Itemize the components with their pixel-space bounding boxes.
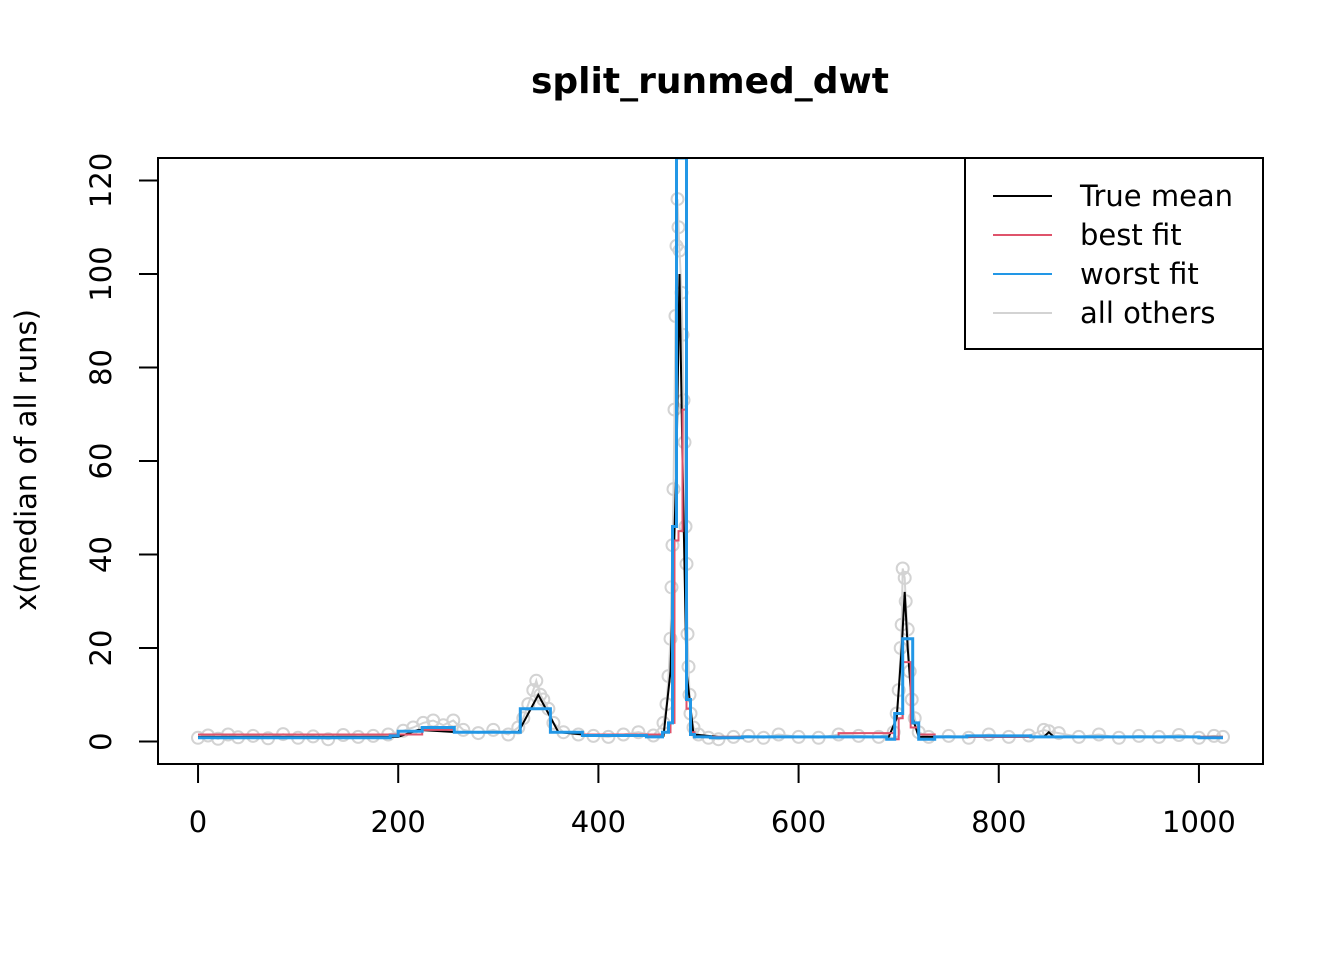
series-all-others-point-48 (667, 402, 682, 417)
chart-title: split_runmed_dwt (531, 61, 889, 102)
y-axis-label: x(median of all runs) (9, 309, 43, 611)
legend-label-best-fit: best fit (1080, 218, 1182, 252)
series-all-others-point-24 (501, 727, 516, 742)
y-tick-label-120: 120 (84, 153, 118, 208)
x-axis: 0 200 400 600 800 1000 (189, 763, 1236, 839)
series-all-others-point-47 (666, 482, 681, 497)
x-tick-label-200: 200 (371, 805, 426, 839)
series-all-others-point-71 (771, 727, 786, 742)
series-worst-fit (198, 158, 1223, 741)
y-tick-label-20: 20 (84, 630, 118, 667)
x-tick-label-600: 600 (771, 805, 826, 839)
series-all-others-point-39 (631, 725, 646, 740)
series-all-others-point-104 (1171, 728, 1186, 742)
series-all-others-point-82 (895, 561, 910, 576)
legend-label-true-mean: True mean (1079, 179, 1233, 213)
x-tick-label-1000: 1000 (1162, 805, 1236, 839)
y-tick-label-40: 40 (84, 536, 118, 573)
y-tick-label-100: 100 (84, 246, 118, 301)
x-tick-label-0: 0 (189, 805, 207, 839)
series-all-others-point-98 (1051, 726, 1066, 741)
series-layer (191, 158, 1230, 747)
legend-label-all-others: all others (1080, 296, 1215, 330)
series-all-others-point-29 (529, 673, 544, 688)
series-all-others-point-28 (526, 683, 541, 698)
y-axis: 0 20 40 60 80 100 120 (84, 153, 159, 751)
legend-label-worst-fit: worst fit (1080, 257, 1199, 291)
series-all-others-point-100 (1091, 727, 1106, 742)
series-all-others-point-57 (677, 435, 692, 450)
x-tick-label-400: 400 (571, 805, 626, 839)
series-all-others-point-23 (486, 722, 501, 737)
y-tick-label-0: 0 (84, 732, 118, 750)
series-all-others-point-33 (546, 715, 561, 730)
series-best-fit (198, 408, 1223, 741)
x-tick-label-800: 800 (971, 805, 1026, 839)
series-all-others-point-52 (671, 220, 686, 235)
y-tick-label-80: 80 (84, 349, 118, 386)
series-all-others-point-61 (681, 659, 696, 674)
series-all-others-line (197, 199, 1224, 741)
series-all-others-point-83 (897, 570, 912, 585)
legend-box (964, 157, 1264, 350)
y-tick-label-60: 60 (84, 443, 118, 480)
series-all-others-point-74 (831, 727, 846, 742)
legend: True mean best fit worst fit all others (964, 157, 1264, 350)
series-all-others-point-21 (456, 722, 471, 737)
